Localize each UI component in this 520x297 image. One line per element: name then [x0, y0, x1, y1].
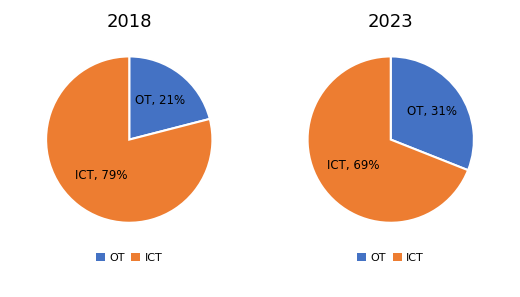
Legend: OT, ICT: OT, ICT	[92, 248, 167, 267]
Text: ICT, 69%: ICT, 69%	[327, 159, 379, 172]
Title: 2023: 2023	[368, 13, 413, 31]
Legend: OT, ICT: OT, ICT	[353, 248, 428, 267]
Text: OT, 31%: OT, 31%	[407, 105, 457, 118]
Title: 2018: 2018	[107, 13, 152, 31]
Wedge shape	[46, 56, 212, 223]
Wedge shape	[391, 56, 474, 170]
Text: OT, 21%: OT, 21%	[135, 94, 185, 107]
Wedge shape	[308, 56, 468, 223]
Text: ICT, 79%: ICT, 79%	[75, 169, 127, 182]
Wedge shape	[129, 56, 210, 140]
